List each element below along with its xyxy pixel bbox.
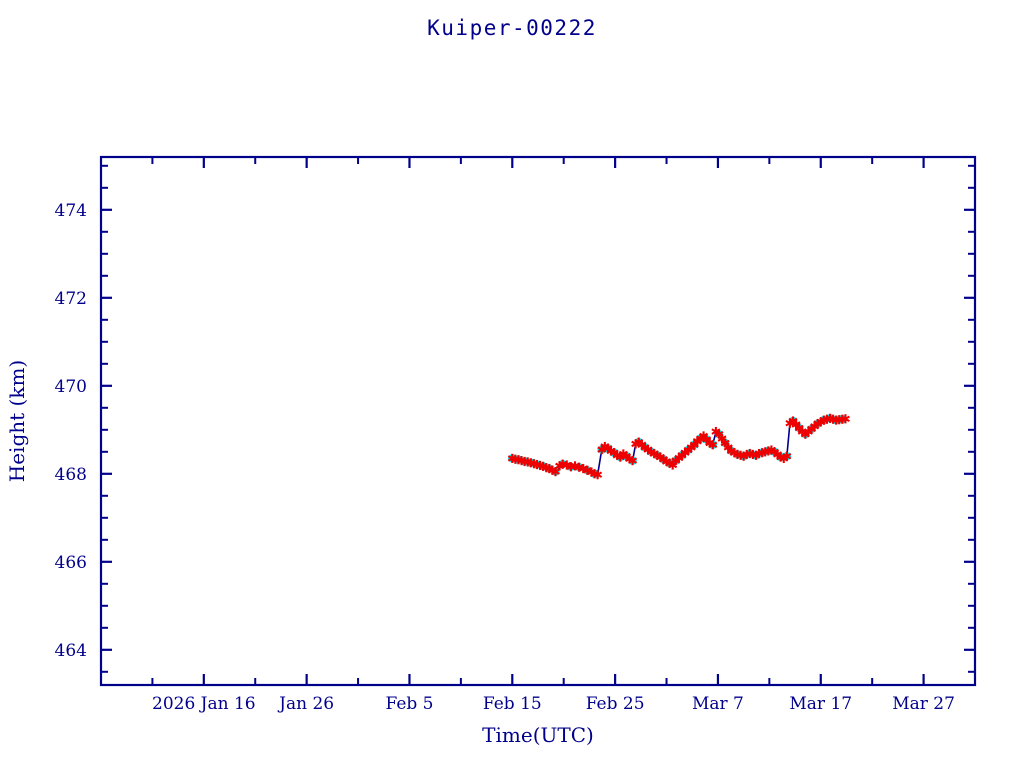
x-tick-label: Mar 17 [789, 694, 852, 714]
y-tick-label: 474 [55, 201, 87, 221]
y-axis-ticks [101, 164, 975, 673]
x-tick-label: 2026 Jan 16 [152, 694, 256, 714]
y-tick-label: 466 [55, 553, 87, 573]
page-title: Kuiper-00222 [427, 16, 597, 40]
x-tick-label: Mar 27 [892, 694, 955, 714]
red-asterisk-marker [782, 451, 792, 461]
red-asterisk-markers [507, 413, 850, 480]
y-tick-label: 464 [55, 641, 87, 661]
y-tick-label: 470 [55, 377, 87, 397]
red-asterisk-marker [593, 470, 603, 480]
x-axis-title: Time(UTC) [482, 723, 594, 747]
y-tick-label: 468 [55, 465, 87, 485]
x-tick-label: Feb 5 [385, 694, 433, 714]
red-asterisk-marker [708, 440, 718, 450]
x-axis-tick-labels: 2026 Jan 16 Jan 26 Feb 5 Feb 15 Feb 25 Mar 7 M… [152, 694, 955, 714]
y-axis-tick-labels: 474 472 470 468 466 464 [55, 201, 87, 661]
x-tick-label: Feb 15 [483, 694, 542, 714]
red-asterisk-marker [550, 467, 560, 477]
x-tick-label: Jan 26 [277, 694, 334, 714]
x-tick-label: Mar 7 [692, 694, 744, 714]
y-axis-title: Height (km) [5, 360, 29, 482]
red-asterisk-marker [628, 456, 638, 466]
plot-frame [99, 155, 977, 687]
y-tick-label: 472 [55, 289, 87, 309]
red-asterisk-marker [840, 414, 850, 424]
x-axis-ticks [100, 157, 976, 685]
x-tick-label: Feb 25 [586, 694, 645, 714]
